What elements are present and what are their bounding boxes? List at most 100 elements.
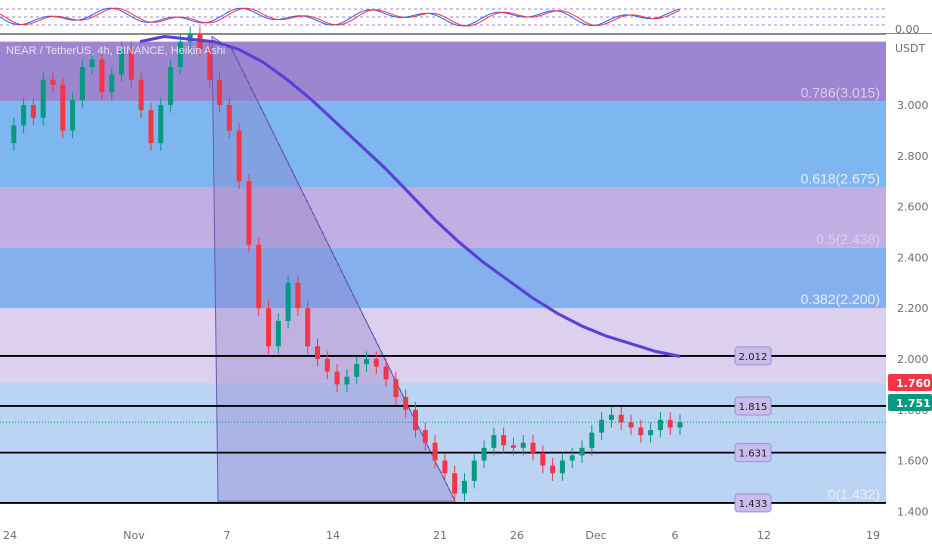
candle-body (530, 442, 536, 453)
below-fib-area (0, 503, 886, 524)
x-tick-label-2: 7 (224, 529, 231, 542)
level-boxes: 2.012 1.815 1.631 1.433 (734, 346, 772, 513)
candle-body (461, 480, 467, 494)
candle-body (344, 376, 350, 385)
price-tag-b-bg (888, 394, 932, 411)
candle-body (148, 110, 154, 144)
candle-body (657, 419, 663, 431)
candle-body (501, 435, 507, 446)
x-tick-label-9: 19 (866, 529, 880, 542)
candle-body (50, 79, 56, 85)
y-tick-label-4: 2.200 (897, 302, 929, 315)
candle-body (11, 125, 17, 144)
candle-body (579, 447, 585, 456)
candle-body (217, 79, 223, 106)
price-axis-bg (886, 34, 932, 524)
candle-body (638, 427, 644, 436)
price-tag-b-text: 1.751 (896, 397, 931, 410)
candle-body (128, 49, 134, 80)
fib-label-3: 0.382(2.200) (801, 291, 880, 307)
candle-body (119, 49, 125, 75)
fib-label-2: 0.5(2.438) (816, 231, 880, 247)
x-tick-label-6: Dec (585, 529, 606, 542)
y-tick-label-0: 3.000 (897, 99, 929, 112)
fib-band-0 (0, 41, 886, 102)
fibonacci-bands (0, 41, 886, 524)
oscillator-d-line (0, 7, 681, 27)
candle-body (177, 41, 183, 68)
candle-body (373, 358, 379, 367)
candle-body (393, 379, 399, 398)
candle-body (452, 473, 458, 494)
x-tick-label-8: 12 (757, 529, 771, 542)
y-tick-label-8: 1.400 (897, 505, 929, 518)
candle-body (628, 422, 634, 428)
oscillator-pane: 0.00 (0, 0, 920, 36)
candle-body (383, 366, 389, 380)
candle-body (21, 105, 27, 126)
candle-body (540, 452, 546, 466)
candle-body (599, 419, 605, 433)
fib-label-4: 0.236(1.907) (801, 366, 880, 382)
candle-body (520, 442, 526, 448)
candle-body (79, 67, 85, 101)
candle-body (432, 442, 438, 461)
candle-body (295, 282, 301, 309)
candle-body (363, 358, 369, 365)
candle-body (70, 100, 76, 131)
y-tick-label-2: 2.600 (897, 201, 929, 214)
candle-body (334, 371, 340, 385)
candle-body (207, 49, 213, 80)
fib-band-4 (0, 308, 886, 383)
candle-body (648, 430, 654, 436)
price-tag-a-text: 1.760 (896, 377, 931, 390)
candle-body (491, 435, 497, 448)
candle-body (618, 414, 624, 423)
moving-average (139, 34, 681, 358)
x-tick-label-0: 24 (3, 529, 17, 542)
candle-body (677, 422, 683, 428)
candle-body (246, 181, 252, 245)
price-axis[interactable]: 3.0002.8002.6002.4002.2002.0001.8001.600… (897, 99, 929, 518)
candle-body (256, 244, 262, 309)
candle-body (236, 130, 242, 182)
fib-label-5: 0(1.432) (828, 486, 880, 502)
candle-body (138, 79, 144, 111)
candle-body (40, 79, 46, 118)
candle-body (442, 460, 448, 474)
level-box-1 (734, 396, 772, 416)
time-axis[interactable]: 24 Nov 7 14 21 26 Dec 6 12 19 (3, 529, 880, 542)
candle-body (412, 409, 418, 431)
time-axis-bg (0, 524, 932, 550)
candle-body (422, 430, 428, 443)
price-tag-b: 1.751 (888, 394, 932, 411)
level-box-label-0: 2.012 (739, 352, 768, 363)
fibonacci-labels: 0.786(3.015) 0.618(2.675) 0.5(2.438) 0.382(… (801, 84, 880, 502)
candle-body (608, 414, 614, 420)
fib-label-0: 0.786(3.015) (801, 84, 880, 100)
candle-body (510, 445, 516, 448)
fib-label-1: 0.618(2.675) (801, 171, 880, 187)
candles (11, 26, 683, 502)
level-box-label-2: 1.631 (739, 449, 768, 460)
candle-body (559, 460, 565, 474)
level-box-label-1: 1.815 (739, 402, 768, 413)
x-tick-label-7: 6 (672, 529, 679, 542)
candle-body (550, 465, 556, 474)
level-box-label-3: 1.433 (739, 499, 768, 510)
currency-label: USDT (895, 42, 926, 55)
candle-body (60, 84, 66, 131)
x-tick-label-1: Nov (123, 529, 145, 542)
fib-band-2 (0, 187, 886, 248)
x-tick-label-5: 26 (510, 529, 524, 542)
candle-body (667, 419, 673, 428)
candle-body (471, 460, 477, 481)
candle-body (275, 320, 281, 347)
candle-body (226, 105, 232, 131)
oscillator-axis-label: 0.00 (895, 23, 920, 36)
candle-body (354, 364, 360, 377)
candle-body (89, 59, 95, 68)
price-tag-a: 1.760 (888, 374, 932, 391)
level-box-0 (734, 346, 772, 366)
